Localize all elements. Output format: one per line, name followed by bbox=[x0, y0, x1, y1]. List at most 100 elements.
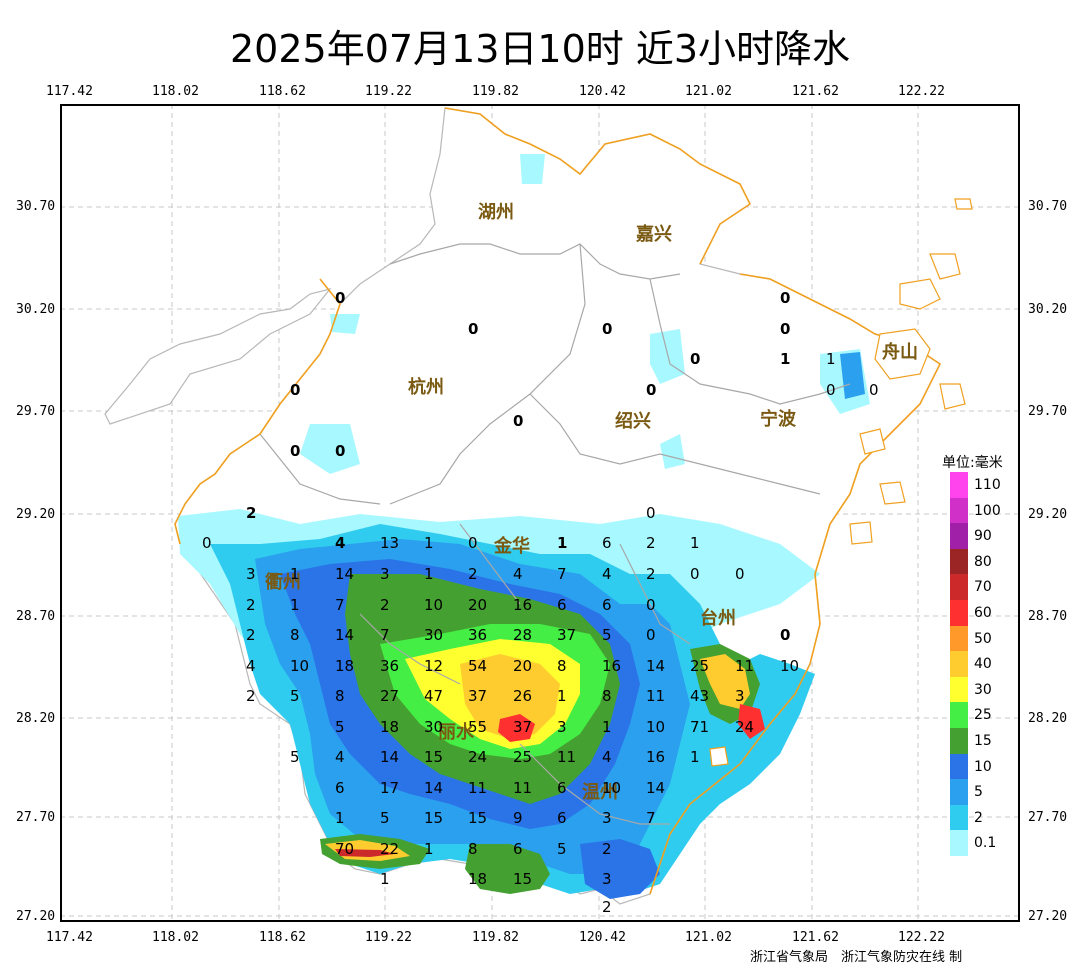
station-value: 11 bbox=[513, 779, 533, 797]
legend-swatch bbox=[950, 804, 968, 831]
station-value: 4 bbox=[513, 565, 523, 583]
y-tick-label: 28.20 bbox=[1028, 711, 1068, 726]
legend-swatch bbox=[950, 702, 968, 729]
station-value: 14 bbox=[646, 657, 666, 675]
station-value: 24 bbox=[735, 718, 755, 736]
station-value: 0 bbox=[468, 534, 478, 552]
legend-label: 70 bbox=[974, 579, 992, 596]
station-value: 0 bbox=[826, 381, 836, 399]
x-tick-label: 117.42 bbox=[46, 930, 93, 945]
legend-label: 100 bbox=[974, 502, 1001, 519]
station-value: 2 bbox=[602, 898, 612, 916]
station-value: 1 bbox=[335, 809, 345, 827]
station-value: 12 bbox=[424, 657, 444, 675]
station-value: 1 bbox=[780, 350, 791, 368]
y-tick-label: 30.70 bbox=[1028, 199, 1068, 214]
station-value: 1 bbox=[380, 870, 390, 888]
station-value: 16 bbox=[602, 657, 622, 675]
station-value: 1 bbox=[290, 596, 300, 614]
station-value: 0 bbox=[335, 289, 346, 307]
border-line bbox=[174, 278, 341, 545]
station-value: 4 bbox=[246, 657, 256, 675]
x-tick-label: 121.62 bbox=[792, 84, 839, 99]
x-tick-label: 118.02 bbox=[152, 84, 199, 99]
station-value: 0 bbox=[335, 442, 346, 460]
station-value: 18 bbox=[468, 870, 488, 888]
legend-label: 2 bbox=[974, 809, 983, 826]
legend-swatch bbox=[950, 600, 968, 627]
station-value: 0 bbox=[646, 381, 657, 399]
station-value: 2 bbox=[646, 534, 656, 552]
map-title: 2025年07月13日10时 近3小时降水 bbox=[229, 27, 851, 71]
station-value: 36 bbox=[380, 657, 400, 675]
coastline-east bbox=[649, 273, 942, 895]
station-value: 0 bbox=[646, 626, 656, 644]
y-tick-label: 30.20 bbox=[1028, 302, 1068, 317]
coastline bbox=[444, 107, 752, 265]
station-value: 8 bbox=[602, 687, 612, 705]
station-value: 10 bbox=[780, 657, 800, 675]
legend-label: 5 bbox=[974, 784, 983, 801]
y-tick-label: 29.20 bbox=[16, 507, 56, 522]
legend-label: 15 bbox=[974, 733, 992, 749]
station-value: 7 bbox=[335, 596, 345, 614]
legend-label: 110 bbox=[974, 477, 1001, 493]
station-value: 1 bbox=[690, 748, 700, 766]
station-value: 0 bbox=[602, 320, 613, 338]
station-value: 6 bbox=[557, 809, 567, 827]
station-value: 7 bbox=[557, 565, 567, 583]
city-label-wenzhou: 温州 bbox=[582, 782, 618, 803]
legend-swatch bbox=[950, 676, 968, 703]
station-value: 37 bbox=[557, 626, 577, 644]
station-value: 16 bbox=[646, 748, 666, 766]
legend-swatch bbox=[950, 728, 968, 755]
station-value: 5 bbox=[602, 626, 612, 644]
station-value: 0 bbox=[869, 381, 879, 399]
x-tick-label: 121.02 bbox=[685, 84, 732, 99]
station-value: 6 bbox=[557, 779, 567, 797]
y-tick-label: 30.20 bbox=[16, 302, 56, 317]
x-tick-label: 119.22 bbox=[365, 930, 412, 945]
x-tick-label: 122.22 bbox=[898, 930, 945, 945]
x-tick-label: 119.82 bbox=[472, 84, 519, 99]
station-value: 25 bbox=[513, 748, 533, 766]
station-value: 0 bbox=[780, 626, 791, 644]
station-value: 15 bbox=[424, 748, 444, 766]
y-tick-label: 29.20 bbox=[1028, 507, 1068, 522]
x-tick-label: 120.42 bbox=[579, 84, 626, 99]
station-value: 6 bbox=[602, 534, 612, 552]
legend-swatch bbox=[950, 625, 968, 652]
station-value: 0 bbox=[646, 504, 656, 522]
y-tick-label: 27.70 bbox=[16, 810, 56, 825]
station-value: 30 bbox=[424, 718, 444, 736]
y-tick-label: 29.70 bbox=[16, 404, 56, 419]
station-value: 1 bbox=[602, 718, 612, 736]
station-value: 9 bbox=[513, 809, 523, 827]
station-value: 0 bbox=[690, 350, 701, 368]
station-value: 13 bbox=[380, 534, 400, 552]
station-value: 14 bbox=[646, 779, 666, 797]
station-value: 11 bbox=[557, 748, 577, 766]
station-value: 8 bbox=[468, 840, 478, 858]
legend-title: 单位:毫米 bbox=[942, 455, 1003, 471]
city-label-huzhou: 湖州 bbox=[478, 202, 514, 223]
station-value: 0 bbox=[780, 320, 791, 338]
station-value: 26 bbox=[513, 687, 533, 705]
station-value: 0 bbox=[735, 565, 745, 583]
station-value: 4 bbox=[335, 748, 345, 766]
station-value: 3 bbox=[735, 687, 745, 705]
station-value: 7 bbox=[380, 626, 390, 644]
legend-swatch bbox=[950, 472, 968, 499]
station-value: 55 bbox=[468, 718, 488, 736]
x-tick-label: 122.22 bbox=[898, 84, 945, 99]
station-value: 11 bbox=[468, 779, 488, 797]
x-tick-label: 119.22 bbox=[365, 84, 412, 99]
station-value: 17 bbox=[380, 779, 400, 797]
x-tick-label: 118.02 bbox=[152, 930, 199, 945]
station-value: 14 bbox=[424, 779, 444, 797]
y-tick-label: 30.70 bbox=[16, 199, 56, 214]
station-value: 0 bbox=[690, 565, 700, 583]
station-value: 0 bbox=[290, 442, 301, 460]
station-value: 0 bbox=[646, 596, 656, 614]
station-value: 1 bbox=[557, 687, 567, 705]
